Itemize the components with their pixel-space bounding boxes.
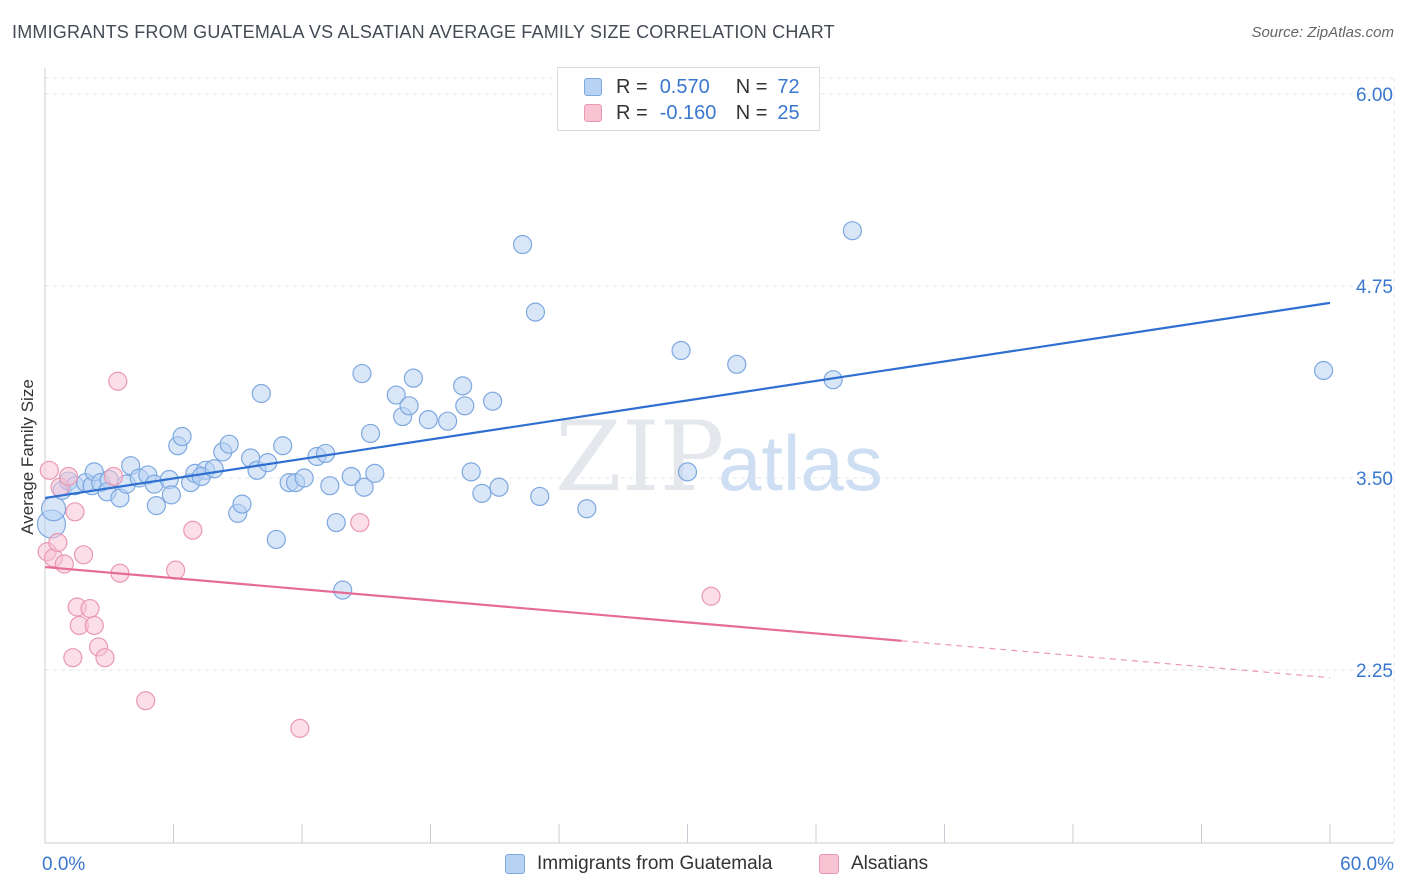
point-alsatians [95, 648, 115, 668]
legend-n-value: 72 [777, 75, 800, 98]
point-alsatians [84, 615, 104, 636]
point-guatemala [483, 391, 503, 411]
legend-n-label: N = [735, 101, 768, 124]
axes [44, 68, 1394, 844]
y-tick-label: 3.50 [1356, 469, 1393, 490]
point-alsatians [39, 460, 59, 480]
point-guatemala [320, 476, 340, 496]
point-guatemala [40, 496, 67, 522]
point-guatemala [386, 385, 406, 405]
bottom-legend-label: Immigrants from Guatemala [537, 853, 773, 874]
point-guatemala [365, 463, 385, 483]
point-guatemala [438, 411, 458, 431]
point-guatemala [403, 368, 423, 388]
point-guatemala [418, 410, 438, 430]
point-guatemala [326, 512, 346, 533]
point-guatemala [354, 477, 374, 497]
point-guatemala [727, 354, 747, 374]
trend-lines [44, 301, 1331, 679]
legend-n-value: 25 [777, 101, 800, 124]
point-guatemala [251, 383, 271, 404]
point-guatemala [399, 396, 419, 416]
point-guatemala [333, 580, 353, 600]
y-tick-label: 2.25 [1356, 661, 1393, 682]
bottom-legend-guatemala: Immigrants from Guatemala [505, 851, 772, 877]
trend-line-alsatians [44, 565, 902, 642]
point-guatemala [273, 436, 293, 456]
point-guatemala [577, 499, 597, 519]
point-alsatians [136, 691, 156, 711]
legend-r-label: R = [616, 75, 648, 98]
point-alsatians [73, 545, 94, 565]
point-alsatians [63, 648, 83, 668]
point-guatemala [360, 423, 381, 444]
watermark-atlas: atlas [718, 419, 883, 507]
tick-labels: 2.25 3.50 4.75 6.00 0.0% 60.0% [42, 85, 1394, 875]
point-guatemala [677, 462, 698, 482]
bottom-legend-swatch-blue [505, 854, 525, 874]
point-alsatians [108, 371, 128, 391]
point-guatemala [294, 468, 314, 488]
legend-row-alsatians: R = -0.160 N = 25 [584, 101, 800, 125]
point-guatemala [232, 494, 252, 514]
legend-row-guatemala: R = 0.570 N = 72 [584, 75, 800, 99]
legend: R = 0.570 N = 72 R = -0.160 N = 25 [557, 67, 820, 131]
point-guatemala [461, 462, 481, 482]
point-guatemala [146, 496, 166, 516]
point-guatemala [1313, 360, 1334, 381]
legend-swatch-pink [584, 104, 602, 122]
source-label: Source: ZipAtlas.com [1251, 24, 1394, 41]
x-tick-label: 60.0% [1340, 854, 1394, 875]
watermark-zip: ZIP [555, 401, 724, 513]
point-alsatians [80, 598, 100, 619]
bottom-legend-label: Alsatians [851, 853, 929, 874]
point-alsatians [183, 520, 203, 540]
watermark: ZIP atlas [555, 401, 883, 513]
bottom-legend-swatch-pink [819, 854, 839, 874]
y-tick-label: 4.75 [1356, 277, 1393, 298]
point-alsatians [103, 466, 124, 487]
bottom-legend-alsatians: Alsatians [819, 851, 928, 877]
point-alsatians [290, 718, 310, 738]
legend-r-value: 0.570 [659, 75, 710, 98]
point-alsatians [350, 512, 370, 533]
point-guatemala [352, 363, 372, 384]
point-alsatians [65, 502, 85, 522]
legend-r-label: R = [616, 101, 648, 124]
point-guatemala [341, 466, 361, 487]
point-guatemala [172, 426, 192, 447]
y-tick-label: 6.00 [1356, 85, 1393, 106]
point-guatemala [204, 459, 224, 479]
point-guatemala [219, 434, 239, 454]
point-guatemala [489, 477, 509, 497]
series-alsatians-points [37, 371, 721, 738]
legend-swatch-blue [584, 78, 602, 96]
trend-line-guatemala [44, 301, 1331, 500]
point-guatemala [842, 221, 863, 241]
point-guatemala [455, 396, 475, 416]
point-alsatians [48, 532, 68, 553]
chart-title: IMMIGRANTS FROM GUATEMALA VS ALSATIAN AV… [12, 22, 835, 42]
y-axis-label: Average Family Size [18, 379, 37, 535]
point-guatemala [512, 234, 533, 255]
x-tick-label: 0.0% [42, 854, 85, 875]
legend-r-value: -0.160 [659, 101, 717, 124]
point-guatemala [161, 485, 181, 505]
legend-n-label: N = [735, 75, 768, 98]
point-alsatians [166, 560, 186, 580]
point-guatemala [671, 340, 691, 361]
point-guatemala [266, 529, 286, 550]
point-guatemala [472, 483, 492, 503]
point-guatemala [453, 376, 473, 396]
trend-line-alsatians-extrapolated [901, 640, 1331, 679]
point-alsatians [58, 466, 79, 487]
point-alsatians [701, 586, 721, 606]
point-guatemala [525, 302, 546, 322]
point-guatemala [530, 486, 550, 507]
